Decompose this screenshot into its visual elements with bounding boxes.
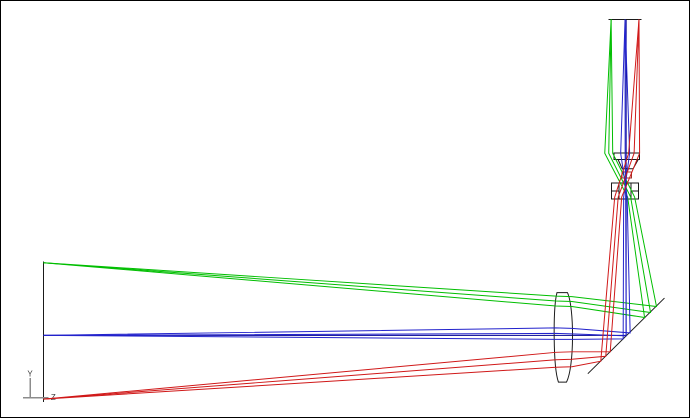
upper-field-ray-bundle-ray-3 bbox=[43, 19, 646, 319]
lower-field-ray-bundle-ray-1 bbox=[43, 19, 641, 400]
axial-field-ray-bundle-ray-3 bbox=[43, 19, 631, 340]
axial-field-ray-bundle-ray-1 bbox=[43, 19, 631, 336]
optical-axis bbox=[43, 19, 627, 336]
upper-field-ray-bundle-ray-1 bbox=[43, 19, 658, 308]
axis-indicator-y-label: Y bbox=[27, 370, 33, 379]
axis-indicator-z-label: Z bbox=[51, 393, 56, 402]
lower-field-ray-bundle-ray-3 bbox=[43, 19, 640, 400]
lower-field-ray-bundle-ray-2 bbox=[43, 19, 640, 400]
field-lens-outline bbox=[553, 292, 574, 383]
upper-field-ray-bundle-ray-2 bbox=[43, 19, 652, 314]
axial-field-ray-bundle-ray-2 bbox=[43, 19, 627, 337]
